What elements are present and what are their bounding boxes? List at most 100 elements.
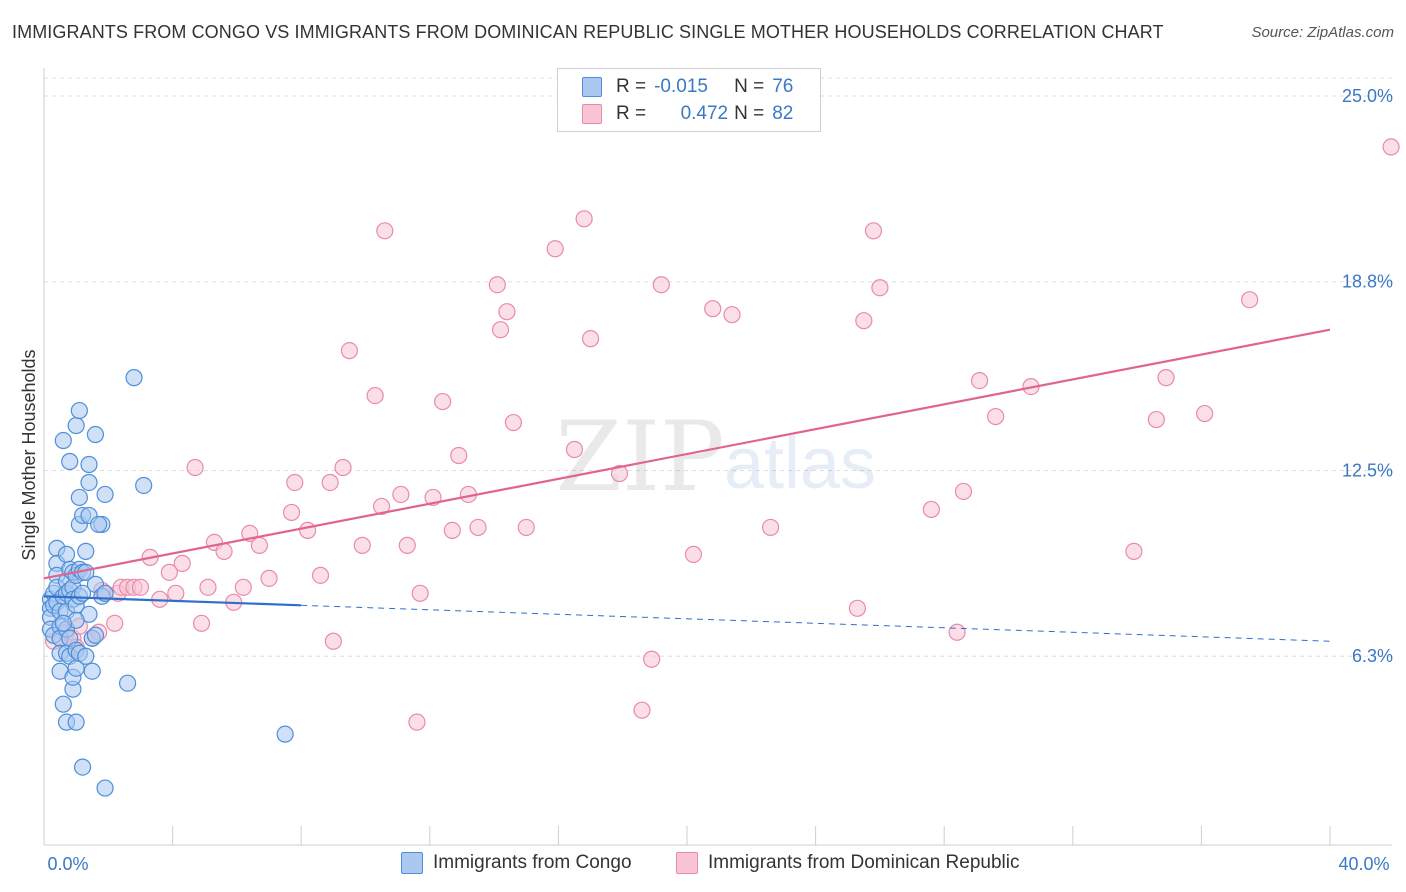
data-point-dominican (321, 473, 339, 492)
data-point-dominican (282, 503, 301, 522)
data-point-dominican (1382, 138, 1400, 156)
data-point-dominican (160, 563, 178, 581)
data-point-congo (54, 695, 72, 713)
trend-line-dominican (43, 328, 1331, 580)
data-point-dominican (546, 240, 564, 258)
data-point-congo (57, 545, 76, 563)
legend-label-congo: Immigrants from Congo (433, 852, 632, 873)
chart-title: IMMIGRANTS FROM CONGO VS IMMIGRANTS FROM… (12, 22, 1164, 42)
series-congo-points (41, 369, 294, 797)
data-point-dominican (398, 536, 416, 554)
watermark-atlas: atlas (724, 424, 876, 504)
x-tick-label: 40.0% (1338, 854, 1389, 874)
data-point-dominican (299, 521, 317, 540)
legend-row-dominican: R = 0.472 N = 82 (582, 102, 793, 126)
data-point-congo (70, 488, 88, 507)
data-point-dominican (633, 701, 651, 719)
data-point-congo (83, 662, 101, 680)
legend-r-label: R = (616, 103, 647, 124)
data-point-dominican (954, 482, 973, 501)
data-point-dominican (643, 650, 661, 668)
data-point-dominican (498, 303, 516, 321)
legend-r-value-congo: -0.015 (654, 76, 708, 97)
data-point-dominican (761, 518, 780, 537)
data-point-dominican (848, 599, 866, 617)
y-tick-label: 12.5% (1342, 460, 1393, 480)
legend-item-dominican[interactable]: Immigrants from Dominican Republic (676, 852, 1020, 874)
data-point-dominican (392, 485, 410, 504)
data-point-congo (54, 431, 72, 450)
data-point-dominican (469, 518, 487, 537)
legend-swatch-congo (401, 852, 423, 874)
data-point-dominican (450, 446, 468, 465)
data-point-dominican (167, 584, 185, 602)
data-point-congo (77, 542, 95, 560)
data-point-dominican (286, 473, 304, 492)
data-point-dominican (260, 569, 278, 587)
legend-swatch-congo (582, 77, 602, 97)
data-point-dominican (948, 623, 966, 641)
watermark: ZIP atlas (555, 401, 876, 513)
data-point-dominican (311, 566, 330, 584)
data-point-dominican (376, 222, 394, 240)
axis-labels: 6.3% 12.5% 18.8% 25.0% 0.0% 40.0% Single Mothe… (19, 86, 1393, 874)
data-point-dominican (340, 342, 359, 360)
data-point-dominican (434, 392, 452, 411)
legend-row-congo: R = -0.015 N = 76 (582, 75, 793, 99)
legend-item-congo[interactable]: Immigrants from Congo (401, 852, 632, 874)
data-point-dominican (443, 521, 461, 540)
legend-r-label: R = (616, 76, 647, 97)
data-point-congo (125, 369, 143, 387)
data-point-dominican (488, 276, 506, 294)
legend-r-value-dominican: 0.472 (680, 103, 729, 124)
data-point-dominican (970, 372, 989, 390)
data-point-dominican (1241, 291, 1259, 309)
data-point-congo (73, 758, 92, 776)
data-point-dominican (610, 464, 629, 483)
legend-swatch-dominican (582, 104, 602, 124)
data-point-dominican (131, 578, 150, 596)
data-point-dominican (704, 300, 722, 318)
trend-line-congo (43, 595, 302, 607)
data-point-dominican (922, 500, 940, 519)
data-point-dominican (517, 518, 535, 537)
data-point-congo (54, 614, 72, 632)
data-point-congo (77, 647, 95, 665)
data-point-dominican (173, 554, 191, 572)
legend-n-label: N = (734, 76, 765, 97)
data-point-congo (96, 779, 114, 797)
data-point-dominican (864, 222, 883, 240)
data-point-dominican (1125, 542, 1143, 560)
data-point-dominican (324, 632, 342, 650)
watermark-zip: ZIP (555, 401, 724, 513)
data-point-dominican (855, 312, 873, 330)
data-point-dominican (723, 306, 741, 324)
data-point-dominican (575, 210, 593, 228)
data-point-dominican (504, 413, 522, 432)
data-point-dominican (652, 276, 670, 294)
data-point-dominican (372, 497, 391, 516)
data-point-dominican (411, 584, 429, 602)
data-point-dominican (106, 614, 124, 632)
data-point-dominican (192, 614, 211, 632)
data-point-dominican (186, 458, 204, 477)
data-point-dominican (1157, 369, 1175, 387)
data-point-congo (67, 416, 85, 435)
data-point-congo (86, 425, 105, 444)
series-legend: Immigrants from Congo Immigrants from Do… (0, 852, 1406, 878)
stats-legend: R = -0.015 N = 76 R = 0.472 N = 82 (557, 68, 821, 132)
trend-lines (43, 328, 1331, 642)
data-point-congo (67, 713, 85, 731)
data-point-congo (90, 515, 108, 534)
data-point-congo (61, 452, 79, 471)
data-point-dominican (581, 330, 600, 348)
data-point-dominican (1147, 410, 1165, 429)
axes (43, 68, 1392, 846)
legend-n-label: N = (734, 103, 765, 124)
data-point-congo (80, 455, 98, 474)
legend-label-dominican: Immigrants from Dominican Republic (708, 852, 1020, 873)
trend-line-congo-dashed (301, 604, 1331, 642)
data-point-dominican (334, 458, 352, 477)
data-point-dominican (215, 542, 233, 560)
